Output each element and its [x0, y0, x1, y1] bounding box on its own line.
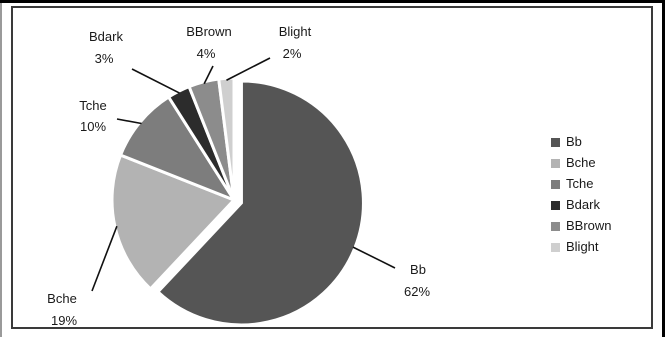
- leader-lines: [91, 57, 396, 292]
- legend-label-bbrown: BBrown: [566, 218, 612, 233]
- data-label-name-bbrown: BBrown: [186, 24, 232, 39]
- data-label-name-bb: Bb: [410, 262, 426, 277]
- leader-line-bche: [91, 225, 118, 292]
- pie-slices: [110, 76, 365, 327]
- legend-label-bb: Bb: [566, 134, 582, 149]
- data-labels: Bb 62% Bche 19% Tche 10% Bdark 3% BBrown 4% Blight…: [47, 24, 430, 328]
- leader-line-bb: [352, 246, 396, 269]
- legend-swatch-bb: [551, 138, 560, 147]
- legend-swatch-blight: [551, 243, 560, 252]
- legend-swatch-bche: [551, 159, 560, 168]
- data-label-value-tche: 10%: [80, 119, 106, 134]
- data-label-name-bche: Bche: [47, 291, 77, 306]
- legend-label-blight: Blight: [566, 239, 599, 254]
- data-label-name-tche: Tche: [79, 98, 106, 113]
- scan-edge-right: [662, 0, 665, 337]
- legend-label-bdark: Bdark: [566, 197, 600, 212]
- scan-edge-top: [0, 0, 665, 3]
- leader-line-blight: [226, 57, 271, 81]
- legend-label-bche: Bche: [566, 155, 596, 170]
- legend-swatch-bbrown: [551, 222, 560, 231]
- data-label-value-bdark: 3%: [95, 51, 114, 66]
- data-label-value-bbrown: 4%: [197, 46, 216, 61]
- data-label-value-bche: 19%: [51, 313, 77, 328]
- pie-slice-blight: [217, 76, 236, 201]
- legend-swatch-tche: [551, 180, 560, 189]
- leader-line-bdark: [131, 68, 180, 94]
- data-label-value-blight: 2%: [283, 46, 302, 61]
- data-label-value-bb: 62%: [404, 284, 430, 299]
- legend: Bb Bche Tche Bdark BBrown Blight: [551, 134, 612, 254]
- leader-line-tche: [116, 118, 142, 125]
- scan-edge-left: [0, 0, 2, 337]
- legend-swatch-bdark: [551, 201, 560, 210]
- leader-line-bbrown: [203, 65, 214, 85]
- data-label-name-bdark: Bdark: [89, 29, 123, 44]
- data-label-name-blight: Blight: [279, 24, 312, 39]
- legend-label-tche: Tche: [566, 176, 593, 191]
